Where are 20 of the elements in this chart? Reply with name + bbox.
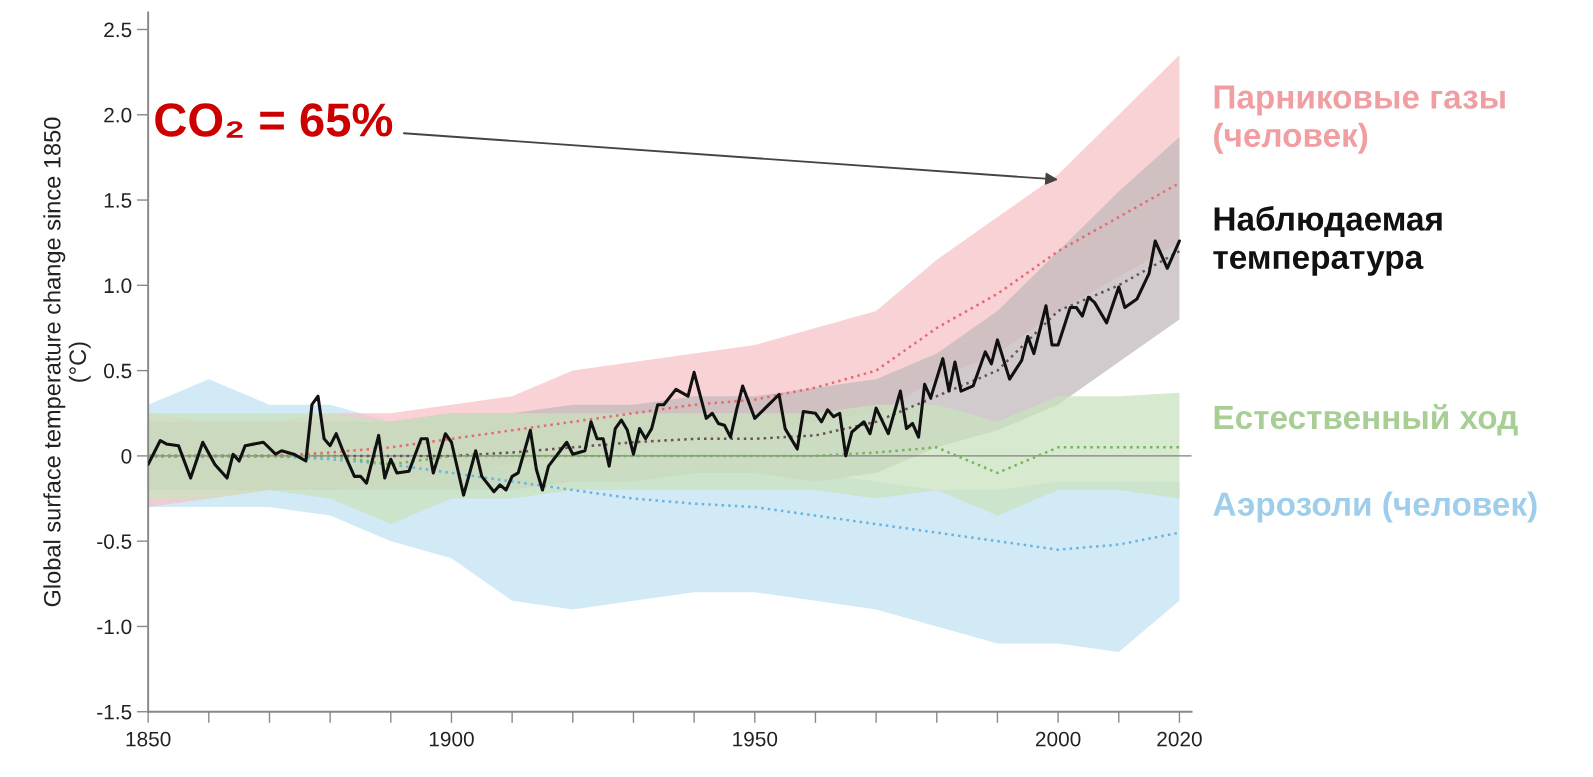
y-axis-title: Global surface temperature change since 1850 (°C) [43, 117, 91, 607]
y-tick-label: -0.5 [97, 534, 132, 549]
x-tick-label: 2020 [1157, 731, 1202, 747]
y-tick-label: 1.0 [104, 278, 132, 294]
y-tick-label: -1.0 [97, 619, 132, 635]
series-label: Наблюдаемая температура [1213, 206, 1442, 276]
y-tick-label: 0.5 [104, 363, 132, 379]
x-tick-label: 1950 [733, 731, 778, 747]
series-label: Парниковые газы (человек) [1214, 85, 1505, 154]
y-tick-label: 2.0 [104, 107, 132, 123]
x-tick-label: 2000 [1035, 731, 1081, 747]
y-tick-label: -1.5 [97, 704, 132, 720]
series-label: Аэрозоли (человек) [1213, 491, 1537, 523]
series-label: Естественный ход [1214, 404, 1518, 436]
x-tick-label: 1850 [126, 731, 171, 747]
y-tick-label: 2.5 [104, 22, 132, 38]
x-tick-label: 1900 [429, 731, 474, 747]
y-tick-label: 1.5 [104, 193, 132, 208]
annotation: CO₂ = 65% [155, 103, 393, 138]
y-tick-label: 0 [121, 448, 132, 464]
